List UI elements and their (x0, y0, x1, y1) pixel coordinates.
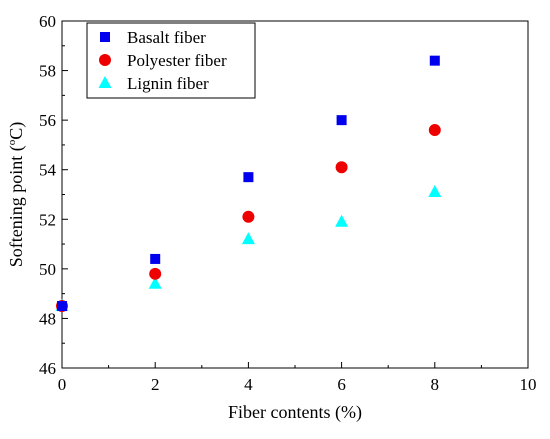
x-tick-label: 6 (337, 375, 346, 394)
x-tick-label: 0 (58, 375, 67, 394)
y-tick-label: 52 (39, 210, 56, 229)
data-point-circle (428, 124, 441, 137)
data-point-triangle (241, 232, 255, 245)
y-tick-label: 56 (39, 111, 56, 130)
data-point-circle (149, 267, 162, 280)
y-axis-title-prefix: Softening point ( (6, 145, 27, 267)
data-point-triangle (148, 276, 162, 289)
data-point-circle (335, 161, 348, 174)
data-point-square (243, 172, 254, 183)
y-axis-title: Softening point (oC) (6, 122, 27, 268)
y-tick-label: 58 (39, 62, 56, 81)
legend-label: Basalt fiber (127, 28, 206, 47)
legend-box (86, 22, 256, 99)
y-tick-label: 50 (39, 260, 56, 279)
data-point-circle (242, 210, 255, 223)
x-axis: 0 2 4 6 8 10 (58, 362, 537, 394)
legend-marker-circle (99, 54, 111, 66)
legend-marker-square (100, 32, 110, 42)
legend-label: Lignin fiber (127, 74, 209, 93)
data-point-square (336, 115, 347, 126)
x-tick-label: 8 (431, 375, 440, 394)
legend: Basalt fiber Polyester fiber Lignin fiber (86, 22, 256, 99)
y-tick-label: 60 (39, 12, 56, 31)
data-point-square (150, 253, 161, 264)
data-point-triangle (428, 185, 442, 198)
y-axis-title-degree: o (6, 139, 18, 145)
y-axis-title-suffix: C) (6, 122, 27, 140)
x-tick-label: 2 (151, 375, 160, 394)
x-tick-label: 4 (244, 375, 253, 394)
y-axis: 46 48 50 52 54 56 58 60 (39, 12, 68, 378)
data-point-square (429, 55, 440, 66)
data-point-triangle (335, 214, 349, 227)
x-tick-label: 10 (520, 375, 537, 394)
y-tick-label: 54 (39, 161, 57, 180)
data-markers (55, 55, 442, 313)
data-point-square (57, 301, 67, 312)
legend-label: Polyester fiber (127, 51, 227, 70)
y-tick-label: 46 (39, 359, 56, 378)
y-tick-label: 48 (39, 309, 56, 328)
x-axis-title: Fiber contents (%) (228, 402, 362, 423)
legend-marker-triangle (98, 76, 112, 88)
